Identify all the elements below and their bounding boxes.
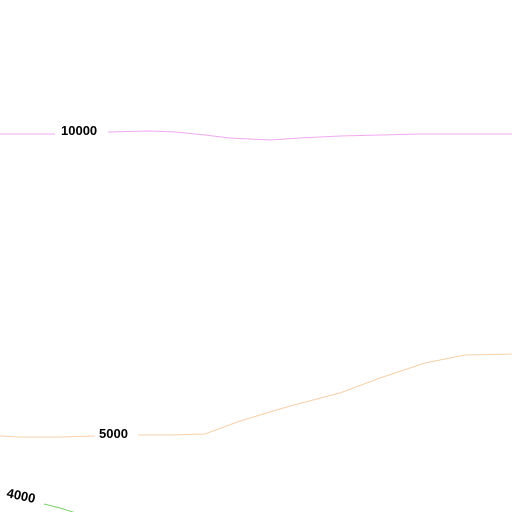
contour-line-4000 — [43, 503, 75, 512]
contour-label-5000: 5000 — [99, 426, 128, 441]
contour-line-5000 — [0, 353, 512, 438]
contour-line-10000 — [0, 130, 512, 141]
contour-label-4000: 4000 — [5, 485, 36, 506]
contour-label-10000: 10000 — [61, 123, 97, 138]
